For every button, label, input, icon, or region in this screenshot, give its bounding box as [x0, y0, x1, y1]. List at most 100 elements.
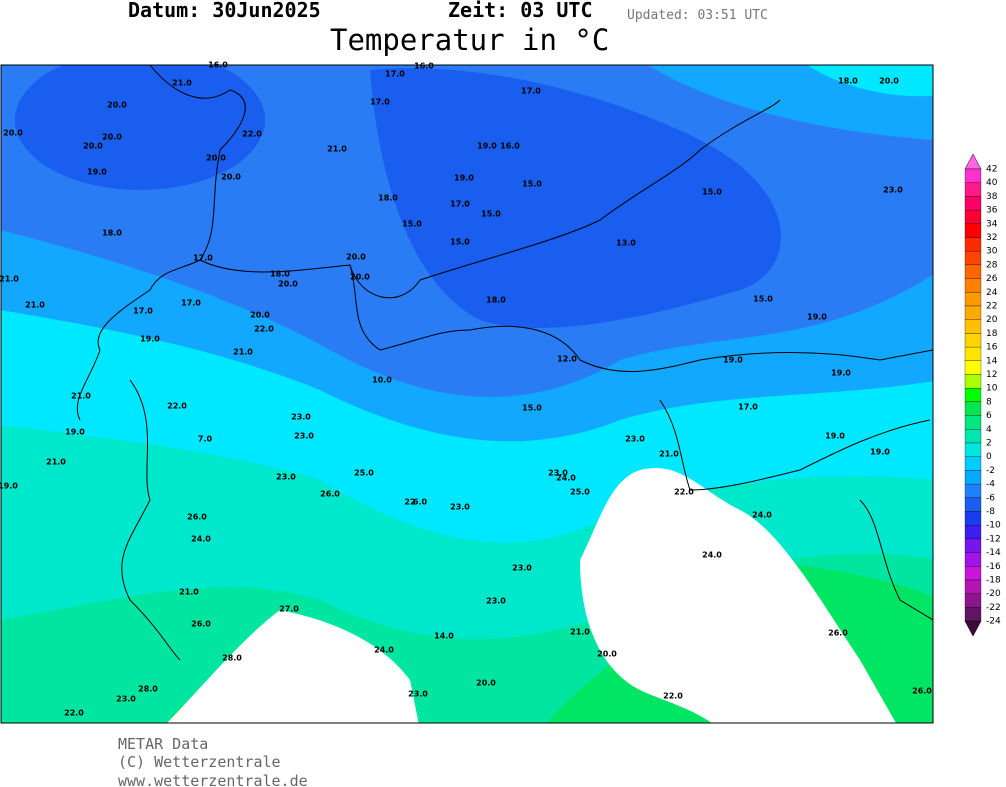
colorbar-label: 30 [986, 247, 998, 257]
station-value: 15.0 [481, 210, 501, 219]
station-value: 24.0 [374, 646, 394, 655]
station-value: 25.0 [354, 469, 374, 478]
station-value: 15.0 [402, 220, 422, 229]
station-value: 12.0 [557, 355, 577, 364]
colorbar-band [964, 607, 982, 622]
station-value: 26.0 [912, 687, 932, 696]
colorbar-band [964, 525, 982, 540]
station-value: 21.0 [659, 450, 679, 459]
station-value: 17.0 [133, 307, 153, 316]
colorbar-band [964, 483, 982, 498]
stations: 16.0 16.0 21.0 20.0 20.0 20.0 20.0 22.0 20.0 19.0… [0, 61, 932, 718]
colorbar-band [964, 511, 982, 526]
station-value: 24.0 [752, 511, 772, 520]
colorbar-band [964, 168, 982, 183]
colorbar-band [964, 196, 982, 211]
station-value: 18.0 [270, 270, 290, 279]
colorbar-band [964, 223, 982, 238]
station-value: 26.0 [828, 629, 848, 638]
station-value: 14.0 [434, 632, 454, 641]
station-value: 19.0 [0, 482, 18, 491]
station-value: 22.0 [674, 488, 694, 497]
station-value: 23.0 [512, 564, 532, 573]
station-value: 20.0 [476, 679, 496, 688]
station-value: 18.0 [102, 229, 122, 238]
date: Datum: 30Jun2025 [128, 0, 321, 22]
station-value: 6.0 [413, 498, 428, 507]
station-value: 23.0 [548, 469, 568, 478]
colorbar-band [964, 415, 982, 430]
colorbar-label: 16 [986, 343, 998, 353]
colorbar-label: -6 [986, 493, 995, 503]
station-value: 19.0 [807, 313, 827, 322]
updated: Updated: 03:51 UTC [627, 8, 768, 23]
station-value: 23.0 [883, 186, 903, 195]
station-value: 20.0 [597, 650, 617, 659]
time: Zeit: 03 UTC [448, 0, 593, 22]
station-value: 20.0 [102, 133, 122, 142]
station-value: 21.0 [71, 392, 91, 401]
station-value: 15.0 [702, 188, 722, 197]
station-value: 23.0 [291, 413, 311, 422]
station-value: 16.0 [500, 142, 520, 151]
title: Temperatur in °C [330, 23, 609, 57]
colorbar-band [964, 401, 982, 416]
colorbar-band [964, 497, 982, 512]
station-value: 21.0 [0, 275, 19, 284]
colorbar-label: 42 [986, 165, 997, 175]
colorbar-band [964, 237, 982, 252]
station-value: 13.0 [616, 239, 636, 248]
station-value: 20.0 [206, 154, 226, 163]
station-value: 17.0 [385, 70, 405, 79]
colorbar-label: 26 [986, 274, 998, 284]
station-value: 22.0 [167, 402, 187, 411]
colorbar-band [964, 579, 982, 594]
station-value: 22.0 [242, 130, 262, 139]
station-value: 21.0 [327, 145, 347, 154]
colorbar-label: 14 [986, 356, 998, 366]
colorbar-label: 38 [986, 192, 998, 202]
station-value: 17.0 [450, 200, 470, 209]
colorbar-band [964, 442, 982, 457]
colorbar-label: 34 [986, 219, 998, 229]
colorbar-label: -22 [986, 603, 1001, 613]
colorbar-band [964, 552, 982, 567]
station-value: 16.0 [414, 62, 434, 71]
colorbar-label: 18 [986, 329, 998, 339]
colorbar-label: 36 [986, 206, 998, 216]
station-value: 22.0 [254, 325, 274, 334]
station-value: 19.0 [477, 142, 497, 151]
colorbar-label: 12 [986, 370, 997, 380]
colorbar-band [964, 456, 982, 471]
station-value: 20.0 [107, 101, 127, 110]
station-value: 17.0 [738, 403, 758, 412]
station-value: 27.0 [279, 605, 299, 614]
station-value: 15.0 [522, 180, 542, 189]
station-value: 10.0 [372, 376, 392, 385]
colorbar-band [964, 278, 982, 293]
colorbar-label: -16 [986, 562, 1001, 572]
station-value: 23.0 [450, 503, 470, 512]
colorbar-band [964, 333, 982, 348]
station-value: 26.0 [320, 490, 340, 499]
footer-line: (C) Wetterzentrale [118, 753, 281, 771]
colorbar-band [964, 346, 982, 361]
colorbar-label: -4 [986, 480, 995, 490]
colorbar: 424038363432302826242220181614121086420-… [964, 153, 1001, 637]
colorbar-band [964, 374, 982, 389]
station-value: 18.0 [486, 296, 506, 305]
station-value: 17.0 [181, 299, 201, 308]
station-value: 20.0 [350, 273, 370, 282]
station-value: 23.0 [625, 435, 645, 444]
colorbar-band [964, 292, 982, 307]
station-value: 19.0 [87, 168, 107, 177]
colorbar-band [964, 319, 982, 334]
station-value: 24.0 [191, 535, 211, 544]
colorbar-band [964, 360, 982, 375]
station-value: 22 [404, 498, 415, 507]
station-value: 17.0 [193, 254, 213, 263]
colorbar-band [964, 251, 982, 266]
footer-line: www.wetterzentrale.de [118, 772, 308, 787]
